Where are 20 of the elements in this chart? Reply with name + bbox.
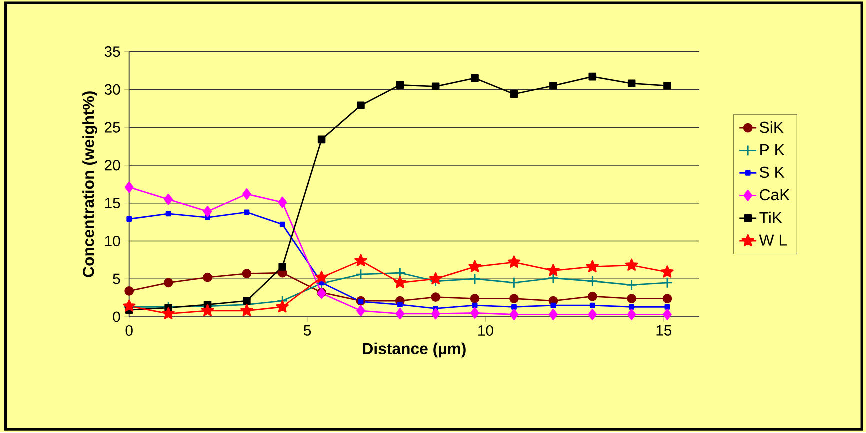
x-tick-label: 15 bbox=[656, 326, 672, 336]
x-axis-title: Distance (µm) bbox=[363, 343, 466, 358]
legend-label: S K bbox=[760, 167, 785, 178]
legend-label: SiK bbox=[760, 122, 784, 134]
legend-label: CaK bbox=[760, 190, 790, 201]
y-tick-label: 0 bbox=[113, 312, 120, 322]
y-axis-title: Concentration (weight%) bbox=[82, 92, 98, 278]
y-tick-label: 25 bbox=[105, 122, 120, 134]
legend-label: W L bbox=[759, 235, 787, 246]
x-tick-label: 5 bbox=[304, 326, 312, 336]
y-tick-label: 15 bbox=[105, 198, 120, 209]
x-tick-label: 0 bbox=[126, 326, 133, 336]
y-tick-label: 10 bbox=[105, 236, 120, 247]
y-tick-label: 30 bbox=[104, 84, 120, 96]
y-tick-label: 35 bbox=[104, 46, 120, 58]
y-tick-label: 5 bbox=[113, 274, 120, 284]
legend-label: TiK bbox=[760, 212, 782, 224]
legend-label: P K bbox=[760, 144, 785, 156]
y-tick-label: 20 bbox=[105, 160, 120, 171]
x-tick-label: 10 bbox=[478, 326, 494, 336]
